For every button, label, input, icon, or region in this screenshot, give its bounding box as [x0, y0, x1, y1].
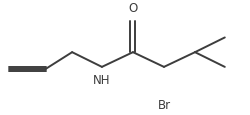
Text: NH: NH — [93, 74, 110, 86]
Text: Br: Br — [157, 99, 170, 111]
Text: NH: NH — [93, 74, 110, 86]
Text: O: O — [128, 2, 137, 15]
Text: NH: NH — [93, 74, 110, 86]
Text: Br: Br — [157, 99, 170, 111]
Text: O: O — [128, 2, 137, 15]
Text: Br: Br — [157, 99, 170, 111]
Text: O: O — [128, 2, 137, 15]
